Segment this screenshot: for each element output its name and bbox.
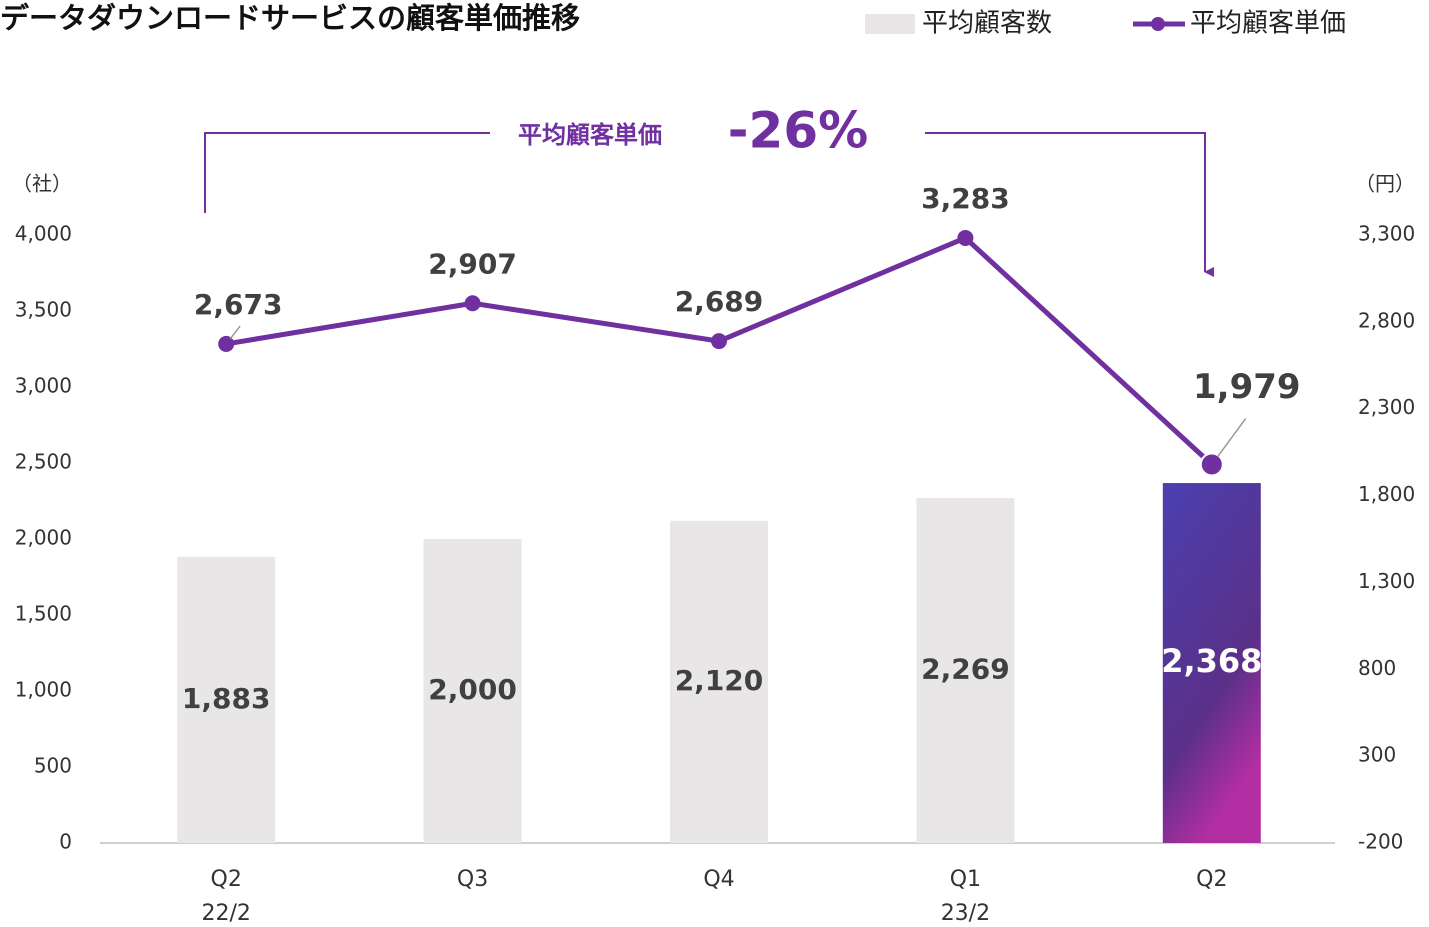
y-tick-label: 1,500 bbox=[15, 602, 72, 626]
annotation-arrow bbox=[925, 132, 1214, 277]
y-tick-label: 2,500 bbox=[15, 450, 72, 474]
line-marker bbox=[218, 335, 235, 352]
x-tick-sublabel: 23/2 bbox=[941, 901, 990, 926]
y2-tick-label: 2,800 bbox=[1358, 308, 1415, 332]
line-value-label: 2,689 bbox=[675, 285, 764, 318]
bar bbox=[916, 498, 1015, 843]
bar-value-label: 2,368 bbox=[1161, 642, 1262, 680]
x-tick-label: Q4 bbox=[703, 867, 734, 892]
x-tick-label: Q1 bbox=[950, 867, 981, 892]
line-marker bbox=[1199, 452, 1224, 477]
y-tick-label: 3,500 bbox=[15, 298, 72, 322]
bar-value-label: 2,269 bbox=[921, 653, 1010, 686]
y2-tick-label: 1,300 bbox=[1358, 569, 1415, 593]
x-tick-sublabel: 22/2 bbox=[201, 901, 250, 926]
y-tick-label: 3,000 bbox=[15, 374, 72, 398]
bar-value-label: 2,000 bbox=[428, 673, 517, 706]
line-marker bbox=[464, 295, 481, 312]
leader-line bbox=[1217, 418, 1247, 457]
line bbox=[225, 235, 1214, 467]
y2-tick-label: 3,300 bbox=[1358, 222, 1415, 246]
bar-value-label: 2,120 bbox=[675, 664, 764, 697]
bar-value-label: 1,883 bbox=[182, 682, 271, 715]
annotation-bracket bbox=[204, 132, 490, 213]
y-tick-label: 4,000 bbox=[15, 222, 72, 246]
annotation-change: -26% bbox=[728, 102, 868, 160]
x-tick-label: Q3 bbox=[457, 867, 488, 892]
x-tick-label: Q2 bbox=[1196, 867, 1227, 892]
line-marker bbox=[711, 333, 727, 350]
line-value-label: 1,979 bbox=[1193, 367, 1301, 407]
line-value-label: 2,673 bbox=[194, 288, 283, 321]
x-tick-label: Q2 bbox=[211, 867, 242, 892]
bar bbox=[1162, 483, 1261, 843]
y2-tick-label: 2,300 bbox=[1358, 395, 1415, 419]
annotation-label: 平均顧客単価 bbox=[518, 121, 662, 149]
bar bbox=[423, 539, 522, 843]
legend-swatch bbox=[865, 14, 915, 34]
y2-unit: （円） bbox=[1355, 172, 1415, 196]
y2-tick-label: -200 bbox=[1358, 830, 1403, 854]
bar bbox=[670, 520, 768, 843]
legend-marker bbox=[1151, 17, 1165, 31]
y2-tick-label: 300 bbox=[1358, 743, 1396, 767]
leader-line bbox=[229, 325, 241, 340]
legend-label: 平均顧客単価 bbox=[1190, 9, 1346, 39]
y-unit: （社） bbox=[12, 172, 72, 196]
legend-label: 平均顧客数 bbox=[922, 9, 1052, 39]
line-marker bbox=[957, 229, 974, 246]
y2-tick-label: 1,800 bbox=[1358, 482, 1415, 506]
y-tick-label: 2,000 bbox=[15, 526, 72, 550]
line-value-label: 3,283 bbox=[921, 182, 1010, 215]
y-tick-label: 1,000 bbox=[15, 678, 72, 702]
bar bbox=[177, 556, 276, 843]
y-tick-label: 0 bbox=[59, 830, 72, 854]
chart-title: データダウンロードサービスの顧客単価推移 bbox=[0, 1, 580, 35]
line-value-label: 2,907 bbox=[428, 247, 517, 280]
y2-tick-label: 800 bbox=[1358, 656, 1396, 680]
y-tick-label: 500 bbox=[34, 754, 72, 778]
